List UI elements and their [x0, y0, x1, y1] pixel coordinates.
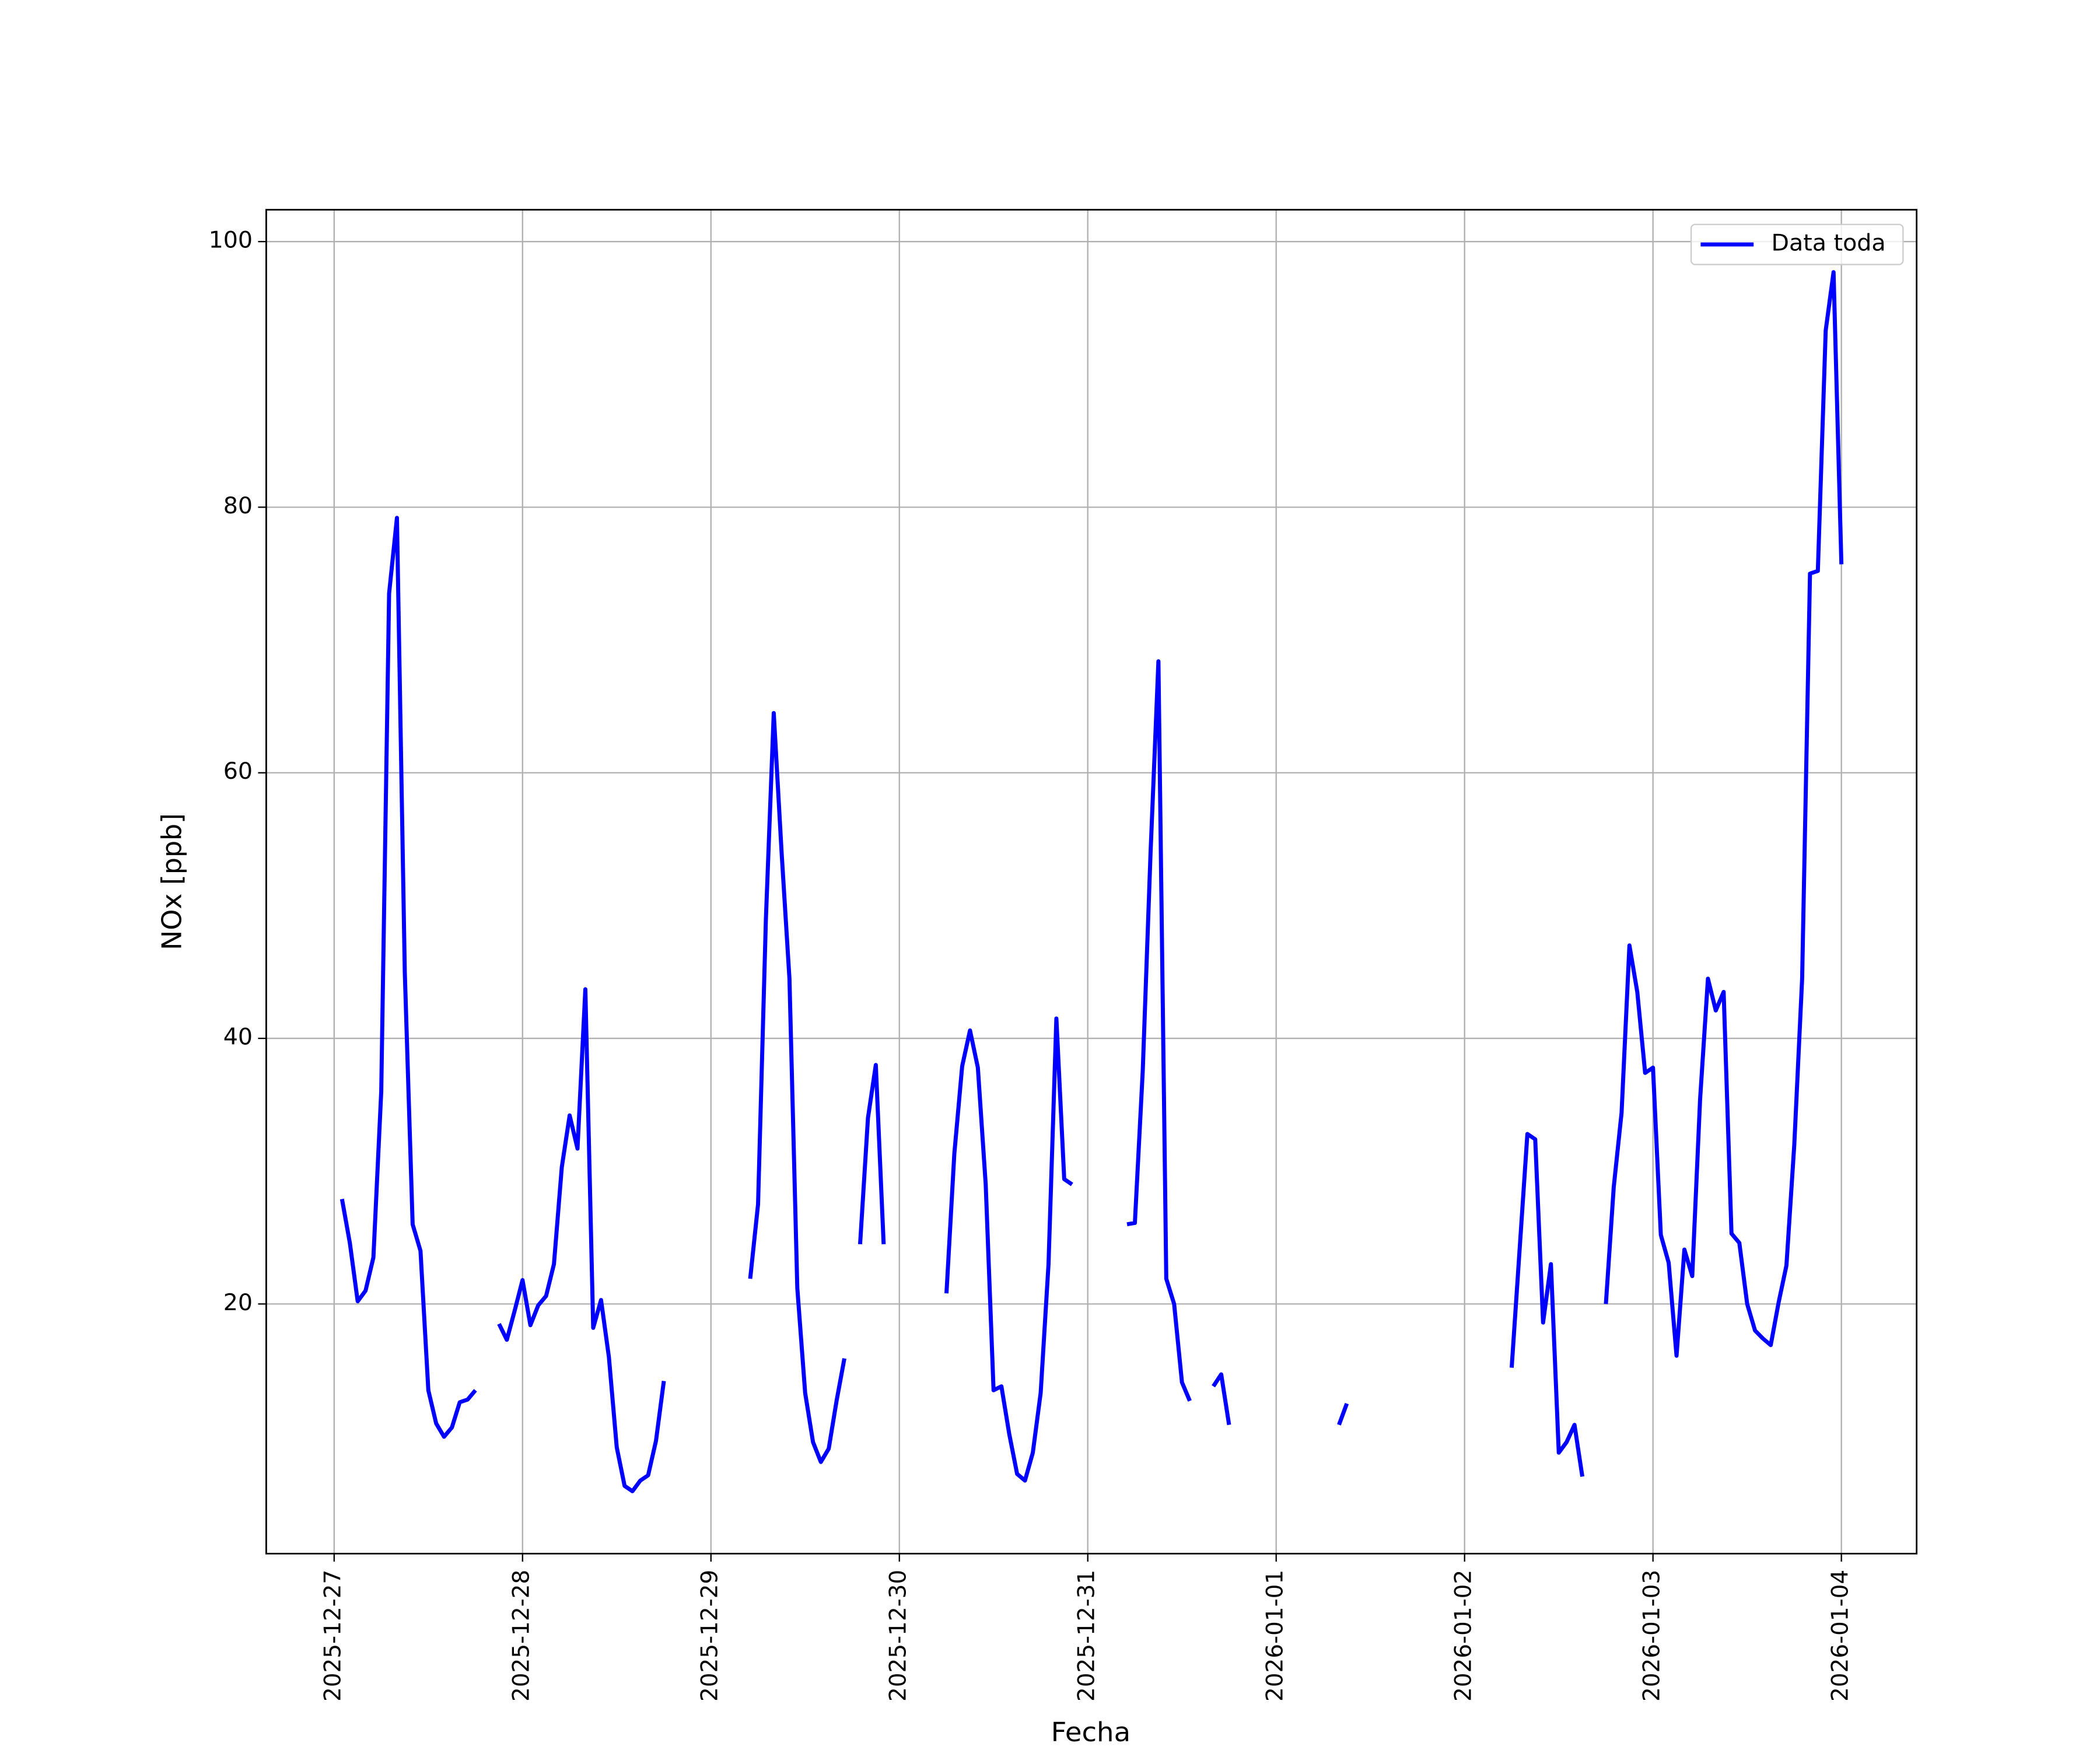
x-tick-label: 2026-01-04 [1827, 1570, 1853, 1702]
x-axis-label: Fecha [1051, 1716, 1131, 1748]
y-tick-label: 60 [223, 758, 253, 785]
plot-frame [265, 209, 1918, 1555]
y-tick-label: 20 [223, 1290, 253, 1316]
y-tick-label: 100 [209, 228, 253, 254]
y-tick-label: 80 [223, 493, 253, 519]
x-tick-label: 2025-12-29 [696, 1570, 723, 1702]
y-tick-label: 40 [223, 1024, 253, 1051]
legend-label: Data toda [1771, 230, 1885, 257]
x-tick-label: 2026-01-01 [1262, 1570, 1288, 1702]
x-tick-label: 2025-12-30 [885, 1570, 911, 1702]
legend: Data toda [1690, 223, 1904, 265]
legend-box [1690, 223, 1904, 265]
x-tick-label: 2025-12-27 [320, 1570, 346, 1702]
x-tick-label: 2025-12-31 [1073, 1570, 1100, 1702]
x-tick-label: 2026-01-02 [1450, 1570, 1476, 1702]
data-line [340, 270, 1844, 1493]
x-tick-label: 2026-01-03 [1639, 1570, 1665, 1702]
y-axis-label: NOx [ppb] [156, 813, 187, 950]
x-tick-label: 2025-12-28 [508, 1570, 534, 1702]
